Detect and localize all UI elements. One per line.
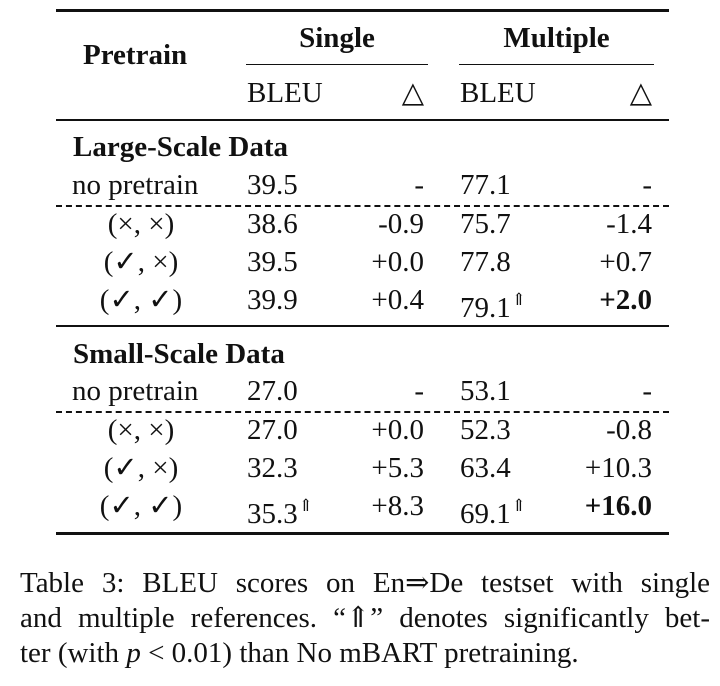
significance-marker: ⇑ <box>511 290 526 309</box>
single-bleu-cell: 32.3 <box>247 452 298 484</box>
single-bleu-cell: 27.0 <box>247 375 298 407</box>
multiple-delta-cell: +0.7 <box>599 246 652 278</box>
row-label: (✓, ×) <box>103 246 179 278</box>
caption-line-1: Table 3: BLEU scores on En⇒De testset wi… <box>20 567 710 599</box>
row-label: (✓, ✓) <box>99 284 183 316</box>
single-bleu-cell: 39.5 <box>247 246 298 278</box>
multiple-delta-cell: -1.4 <box>606 208 652 240</box>
single-bleu-header: BLEU <box>247 77 323 109</box>
single-header: Single <box>299 22 375 54</box>
single-delta-cell: +0.0 <box>371 246 424 278</box>
section-title-large: Large-Scale Data <box>73 131 289 163</box>
multiple-bleu-cell: 75.7 <box>460 208 511 240</box>
single-delta-cell: -0.9 <box>378 208 424 240</box>
single-delta-cell: +0.0 <box>371 414 424 446</box>
single-delta-cell: - <box>414 375 424 407</box>
multiple-bleu-cell: 53.1 <box>460 375 511 407</box>
multiple-bleu-cell: 79.1⇑ <box>460 290 526 324</box>
single-delta-cell: +5.3 <box>371 452 424 484</box>
multiple-bleu-cell: 69.1⇑ <box>460 496 526 530</box>
single-delta-cell: - <box>414 169 424 201</box>
header-rule <box>56 119 669 121</box>
row-label: (×, ×) <box>107 208 175 240</box>
row-label: (✓, ✓) <box>99 490 183 522</box>
pretrain-header: Pretrain <box>83 39 188 71</box>
multiple-delta-cell: - <box>642 169 652 201</box>
multiple-delta-cell: -0.8 <box>606 414 652 446</box>
caption-line-2: and multiple references. “⇑” denotes sig… <box>20 602 710 634</box>
multiple-header: Multiple <box>503 22 610 54</box>
row-label: (✓, ×) <box>103 452 179 484</box>
single-group-rule <box>246 64 428 65</box>
multiple-bleu-header: BLEU <box>460 77 536 109</box>
top-rule <box>56 9 669 12</box>
single-bleu-cell: 39.9 <box>247 284 298 316</box>
single-delta-cell: +8.3 <box>371 490 424 522</box>
large-dashed-rule <box>56 205 669 207</box>
caption-line-3-start: ter (with <box>20 637 127 669</box>
caption-p-symbol: p <box>126 637 141 669</box>
multiple-bleu-cell: 77.8 <box>460 246 511 278</box>
multiple-delta-cell: - <box>642 375 652 407</box>
single-bleu-cell: 35.3⇑ <box>247 496 313 530</box>
single-bleu-cell: 38.6 <box>247 208 298 240</box>
caption-line-3: ter (with p < 0.01) than No mBART pretra… <box>20 636 710 671</box>
mid-rule <box>56 325 669 327</box>
multiple-delta-header: △ <box>629 77 652 109</box>
caption-line-3-end: ) than No mBART pretraining. <box>222 637 579 669</box>
multiple-delta-cell: +10.3 <box>584 452 652 484</box>
significance-marker: ⇑ <box>298 496 313 515</box>
small-dashed-rule <box>56 411 669 413</box>
single-bleu-cell: 27.0 <box>247 414 298 446</box>
single-delta-header: △ <box>401 77 424 109</box>
multiple-delta-cell: +16.0 <box>584 490 652 522</box>
section-title-small: Small-Scale Data <box>73 338 285 370</box>
significance-marker: ⇑ <box>511 496 526 515</box>
multiple-bleu-cell: 63.4 <box>460 452 511 484</box>
row-label: no pretrain <box>72 169 199 201</box>
single-delta-cell: +0.4 <box>371 284 424 316</box>
table-caption: Table 3: BLEU scores on En⇒De testset wi… <box>20 566 710 671</box>
row-label: no pretrain <box>72 375 199 407</box>
caption-threshold: < 0.01 <box>140 637 223 669</box>
multiple-delta-cell: +2.0 <box>599 284 652 316</box>
multiple-bleu-cell: 52.3 <box>460 414 511 446</box>
single-bleu-cell: 39.5 <box>247 169 298 201</box>
row-label: (×, ×) <box>107 414 175 446</box>
bottom-rule <box>56 532 669 535</box>
multiple-bleu-cell: 77.1 <box>460 169 511 201</box>
multiple-group-rule <box>459 64 654 65</box>
